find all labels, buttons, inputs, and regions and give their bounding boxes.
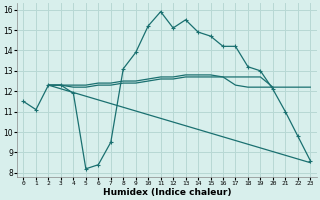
X-axis label: Humidex (Indice chaleur): Humidex (Indice chaleur) — [103, 188, 231, 197]
